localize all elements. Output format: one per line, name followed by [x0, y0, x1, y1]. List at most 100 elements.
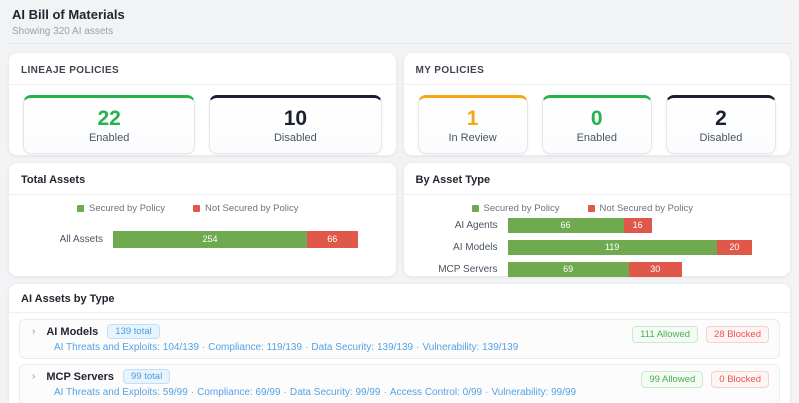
link-separator: · — [283, 387, 287, 398]
asset-status-badges: 99 Allowed 0 Blocked — [641, 369, 769, 388]
my-policies-title: MY POLICIES — [415, 65, 485, 76]
asset-row-main: › AI Models 139 total AI Threats and Exploi… — [30, 324, 518, 354]
chart-bars: AI Agents 66 16 AI Models 119 20 MCP Servers 69… — [416, 214, 753, 280]
link-separator: · — [201, 342, 206, 353]
ai-assets-by-type-title: AI Assets by Type — [21, 293, 115, 305]
by-asset-type-header: By Asset Type — [403, 163, 790, 195]
stat-label: Enabled — [88, 131, 130, 144]
bar-category-label: MCP Servers — [438, 263, 498, 275]
bar-segment-not-secured-by-policy[interactable]: 30 — [628, 261, 682, 277]
legend-swatch-icon — [587, 205, 595, 212]
policy-link-compliance[interactable]: Compliance: 119/139 — [208, 342, 303, 353]
legend-label: Secured by Policy — [89, 203, 166, 214]
bar-category-label: AI Agents — [454, 219, 498, 231]
legend-label: Not Secured by Policy — [205, 203, 299, 214]
legend-swatch-icon — [77, 205, 84, 212]
chevron-right-icon[interactable]: › — [32, 325, 36, 337]
legend-item-secured-by-policy[interactable]: Secured by Policy — [471, 203, 560, 214]
lineaje-policies-header: LINEAJE POLICIES — [9, 53, 396, 85]
bar-row-ai-models: AI Models 119 20 — [416, 239, 752, 255]
legend-label: Not Secured by Policy — [599, 203, 694, 214]
bar-area: 69 30 — [507, 261, 753, 277]
stat-value: 2 — [715, 106, 727, 130]
legend-label: Secured by Policy — [483, 203, 560, 214]
link-separator: · — [305, 342, 309, 353]
asset-policy-links: AI Threats and Exploits: 104/139 · Complia… — [54, 342, 518, 354]
ai-assets-by-type-panel: AI Assets by Type › AI Models 139 total AI … — [8, 283, 791, 403]
chart-legend: Secured by Policy Not Secured by Policy — [77, 203, 358, 214]
total-count-badge: 99 total — [123, 369, 171, 384]
legend-swatch-icon — [193, 205, 201, 212]
bar-segment-not-secured-by-policy[interactable]: 20 — [716, 239, 752, 255]
ai-assets-by-type-header: AI Assets by Type — [9, 284, 790, 313]
policy-link-ai-threats-and-exploits[interactable]: AI Threats and Exploits: 59/99 — [54, 387, 188, 398]
legend-swatch-icon — [471, 205, 479, 212]
asset-row-mcp-servers: › MCP Servers 99 total AI Threats and Explo… — [19, 364, 780, 403]
blocked-badge[interactable]: 28 Blocked — [705, 326, 769, 343]
policy-link-data-security[interactable]: Data Security: 99/99 — [289, 387, 381, 398]
policies-row: LINEAJE POLICIES 22 Enabled 10 Disabled MY … — [8, 52, 791, 156]
total-assets-panel: Total Assets Secured by Policy Not Secure… — [8, 162, 397, 277]
blocked-badge[interactable]: 0 Blocked — [711, 371, 769, 388]
policy-link-vulnerability[interactable]: Vulnerability: 99/99 — [491, 387, 577, 398]
my-policies-panel: MY POLICIES 1 In Review 0 Enabled 2 Disabled — [402, 52, 791, 156]
by-asset-type-title: By Asset Type — [415, 174, 491, 186]
stat-card-enabled[interactable]: 22 Enabled — [23, 95, 196, 154]
stat-card-disabled[interactable]: 10 Disabled — [209, 95, 382, 154]
bar-area: 119 20 — [507, 239, 752, 255]
allowed-badge[interactable]: 99 Allowed — [641, 371, 704, 388]
policy-link-ai-threats-and-exploits[interactable]: AI Threats and Exploits: 104/139 — [54, 342, 199, 353]
policy-link-vulnerability[interactable]: Vulnerability: 139/139 — [422, 342, 519, 353]
bar-segment-secured-by-policy[interactable]: 69 — [507, 261, 629, 277]
asset-policy-links: AI Threats and Exploits: 59/99 · Complianc… — [54, 387, 576, 399]
bar-track: 69 30 — [507, 261, 682, 277]
stat-value: 0 — [590, 106, 603, 130]
bar-row-mcp-servers: MCP Servers 69 30 — [416, 261, 753, 277]
total-assets-title: Total Assets — [21, 174, 86, 186]
lineaje-policies-title: LINEAJE POLICIES — [21, 65, 120, 76]
bar-segment-not-secured-by-policy[interactable]: 16 — [623, 217, 652, 233]
asset-status-badges: 111 Allowed 28 Blocked — [632, 324, 769, 343]
lineaje-policies-panel: LINEAJE POLICIES 22 Enabled 10 Disabled — [8, 52, 397, 156]
link-separator: · — [485, 387, 489, 398]
total-assets-chart: Secured by Policy Not Secured by Policy A… — [9, 195, 396, 276]
asset-type-name: AI Models — [46, 325, 99, 338]
bar-segment-secured-by-policy[interactable]: 66 — [507, 217, 624, 233]
stat-value: 10 — [283, 106, 308, 130]
policy-link-data-security[interactable]: Data Security: 139/139 — [311, 342, 414, 353]
stat-label: Enabled — [576, 131, 617, 144]
asset-row-header: › MCP Servers 99 total — [30, 369, 576, 384]
stat-card-disabled[interactable]: 2 Disabled — [665, 95, 777, 154]
bar-track: 66 16 — [507, 217, 652, 233]
my-policies-header: MY POLICIES — [403, 53, 790, 85]
total-assets-header: Total Assets — [9, 163, 396, 195]
stat-card-enabled[interactable]: 0 Enabled — [541, 95, 652, 154]
asset-row-header: › AI Models 139 total — [30, 324, 518, 339]
legend-item-not-secured-by-policy[interactable]: Not Secured by Policy — [193, 203, 299, 214]
by-asset-type-chart: Secured by Policy Not Secured by Policy A… — [404, 195, 791, 292]
lineaje-policies-stats: 22 Enabled 10 Disabled — [9, 85, 396, 154]
asset-type-name: MCP Servers — [46, 370, 115, 383]
stat-value: 1 — [466, 106, 479, 130]
policy-link-compliance[interactable]: Compliance: 69/99 — [197, 387, 281, 398]
bar-track: 254 66 — [113, 230, 358, 248]
stat-value: 22 — [97, 106, 121, 130]
allowed-badge[interactable]: 111 Allowed — [632, 326, 698, 343]
asset-row-main: › MCP Servers 99 total AI Threats and Explo… — [30, 369, 576, 399]
stat-label: Disabled — [699, 131, 743, 144]
policy-link-access-control[interactable]: Access Control: 0/99 — [389, 387, 483, 398]
legend-item-not-secured-by-policy[interactable]: Not Secured by Policy — [587, 203, 694, 214]
chart-legend: Secured by Policy Not Secured by Policy — [471, 203, 753, 214]
bar-row-all-assets: All Assets 254 66 — [21, 230, 358, 248]
total-count-badge: 139 total — [107, 324, 160, 339]
legend-item-secured-by-policy[interactable]: Secured by Policy — [77, 203, 165, 214]
by-asset-type-panel: By Asset Type Secured by Policy Not Secur… — [402, 162, 791, 277]
bar-segment-secured-by-policy[interactable]: 119 — [507, 239, 717, 255]
stat-card-in-review[interactable]: 1 In Review — [417, 95, 528, 154]
bar-segment-secured-by-policy[interactable]: 254 — [113, 230, 308, 248]
charts-row: Total Assets Secured by Policy Not Secure… — [8, 162, 791, 277]
bar-segment-not-secured-by-policy[interactable]: 66 — [307, 230, 358, 248]
chevron-right-icon[interactable]: › — [32, 370, 36, 382]
asset-row-ai-models: › AI Models 139 total AI Threats and Exploi… — [19, 319, 780, 359]
